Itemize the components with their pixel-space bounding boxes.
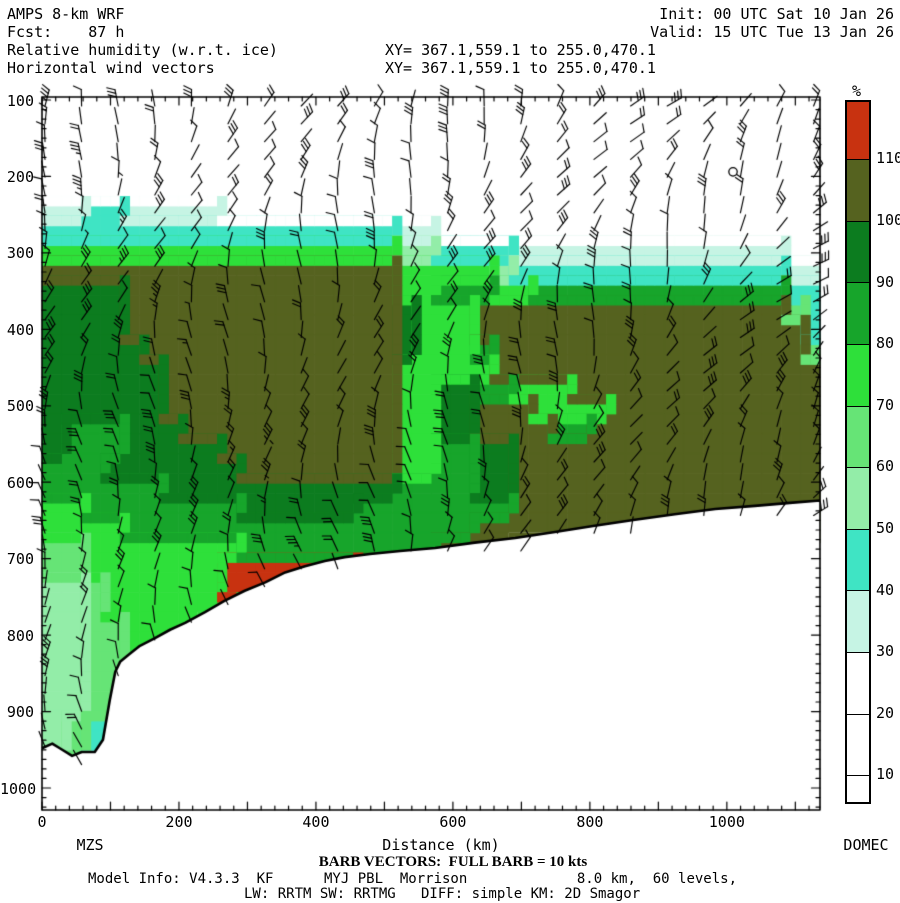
- colorbar-segment: [847, 776, 869, 802]
- colorbar-tick-label: 60: [876, 457, 894, 475]
- forecast-hour: Fcst: 87 h: [7, 23, 124, 41]
- colorbar: [845, 100, 871, 804]
- colorbar-tick-label: 100: [876, 211, 900, 229]
- vector-title: Horizontal wind vectors: [7, 59, 215, 77]
- x-tick-label: 600: [439, 813, 466, 831]
- cross-section-coords-1: XY= 367.1,559.1 to 255.0,470.1: [385, 41, 656, 59]
- colorbar-segment: [847, 345, 869, 407]
- station-label-left: MZS: [76, 836, 103, 854]
- colorbar-segment: [847, 283, 869, 345]
- colorbar-segment: [847, 530, 869, 592]
- y-tick-label: 100: [0, 92, 34, 110]
- colorbar-segment: [847, 653, 869, 715]
- x-tick-label: 200: [165, 813, 192, 831]
- init-time: Init: 00 UTC Sat 10 Jan 26: [659, 5, 894, 23]
- x-tick-label: 400: [302, 813, 329, 831]
- colorbar-tick-label: 80: [876, 334, 894, 352]
- field-title: Relative humidity (w.r.t. ice): [7, 41, 278, 59]
- x-tick-label: 1000: [709, 813, 745, 831]
- colorbar-tick-label: 40: [876, 581, 894, 599]
- colorbar-segment: [847, 222, 869, 284]
- colorbar-tick-label: 110: [876, 149, 900, 167]
- colorbar-segment: [847, 715, 869, 777]
- barb-legend: BARB VECTORS: FULL BARB = 10 kts: [319, 853, 587, 871]
- colorbar-tick-label: 50: [876, 519, 894, 537]
- y-tick-label: 300: [0, 244, 34, 262]
- y-tick-label: 700: [0, 550, 34, 568]
- y-tick-label: 800: [0, 627, 34, 645]
- cross-section-coords-2: XY= 367.1,559.1 to 255.0,470.1: [385, 59, 656, 77]
- x-tick-label: 800: [576, 813, 603, 831]
- colorbar-segment: [847, 468, 869, 530]
- colorbar-segment: [847, 102, 869, 160]
- y-tick-label: 600: [0, 474, 34, 492]
- pressure-axis-label-clip: Pressure (hPa): [0, 355, 7, 555]
- colorbar-unit: %: [852, 82, 861, 100]
- y-tick-label: 400: [0, 321, 34, 339]
- model-title: AMPS 8-km WRF: [7, 5, 124, 23]
- colorbar-tick-label: 70: [876, 396, 894, 414]
- y-tick-label: 900: [0, 703, 34, 721]
- distance-axis-label: Distance (km): [382, 836, 499, 854]
- x-tick-label: 0: [37, 813, 46, 831]
- station-label-right: DOMEC: [843, 836, 888, 854]
- physics-info-line: LW: RRTM SW: RRTMG DIFF: simple KM: 2D S…: [244, 885, 640, 903]
- valid-time: Valid: 15 UTC Tue 13 Jan 26: [650, 23, 894, 41]
- colorbar-tick-label: 90: [876, 273, 894, 291]
- y-tick-label: 1000: [0, 780, 34, 798]
- colorbar-segment: [847, 160, 869, 222]
- colorbar-segment: [847, 407, 869, 469]
- colorbar-tick-label: 20: [876, 704, 894, 722]
- colorbar-tick-label: 10: [876, 765, 894, 783]
- y-tick-label: 500: [0, 397, 34, 415]
- y-tick-label: 200: [0, 168, 34, 186]
- colorbar-tick-label: 30: [876, 642, 894, 660]
- colorbar-segment: [847, 591, 869, 653]
